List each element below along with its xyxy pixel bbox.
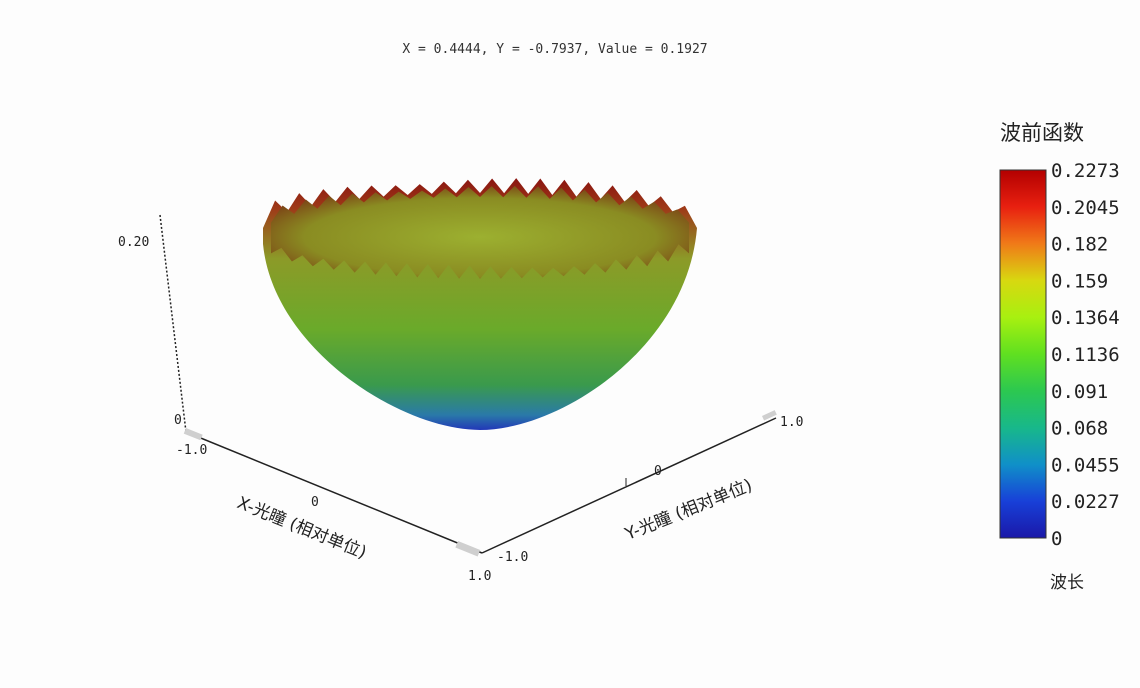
x-tick-mid: 0 — [311, 495, 319, 510]
colorbar-title: 波前函数 — [1000, 121, 1084, 145]
colorbar-tick-label: 0.2273 — [1051, 160, 1120, 182]
x-tick-max: 1.0 — [468, 569, 491, 584]
colorbar-tick-label: 0.1136 — [1051, 344, 1120, 366]
y-tick-mid: 0 — [654, 464, 662, 479]
y-axis-end-marker — [762, 410, 777, 421]
colorbar-tick-label: 0.2045 — [1051, 197, 1120, 219]
cursor-readout: X = 0.4444, Y = -0.7937, Value = 0.1927 — [402, 42, 707, 57]
axes-3d — [159, 214, 777, 557]
z-axis-ticks: 0.20 0 — [118, 235, 182, 428]
x-axis-line — [185, 431, 483, 554]
x-axis-ticks: -1.0 0 1.0 — [176, 443, 491, 584]
colorbar-tick-label: 0.182 — [1051, 234, 1108, 256]
colorbar-gradient — [999, 169, 1047, 539]
z-axis-line — [159, 214, 187, 433]
colorbar-ticks: 0.2273 0.2045 0.182 0.159 0.1364 0.1136 0.091 0… — [1051, 160, 1120, 550]
y-axis-title: Y-光瞳 (相对单位) — [621, 475, 755, 545]
bowl-inner-rim — [271, 185, 689, 279]
x-axis-end-marker — [183, 428, 203, 441]
z-tick-020: 0.20 — [118, 235, 149, 250]
x-axis-title: X-光瞳 (相对单位) — [234, 493, 369, 563]
y-tick-max: 1.0 — [780, 415, 803, 430]
colorbar-tick-label: 0.1364 — [1051, 307, 1120, 329]
y-tick-min: -1.0 — [497, 550, 528, 565]
colorbar: 波前函数 0.22730.20450.1820.1590.13640.11360… — [999, 121, 1120, 593]
colorbar-tick-label: 0.068 — [1051, 418, 1108, 440]
y-axis-line — [481, 417, 777, 554]
x-tick-min: -1.0 — [176, 443, 207, 458]
z-tick-0: 0 — [174, 413, 182, 428]
wavefront-surface — [263, 178, 697, 430]
colorbar-tick-label: 0.159 — [1051, 270, 1108, 292]
colorbar-tick-label: 0.0227 — [1051, 491, 1120, 513]
colorbar-tick-label: 0.091 — [1051, 381, 1108, 403]
colorbar-tick-label: 0.0455 — [1051, 454, 1120, 476]
y-axis-ticks: -1.0 0 1.0 — [497, 415, 803, 565]
colorbar-tick-label: 0 — [1051, 528, 1062, 550]
colorbar-unit: 波长 — [1050, 573, 1084, 593]
corner-marker — [455, 541, 481, 557]
